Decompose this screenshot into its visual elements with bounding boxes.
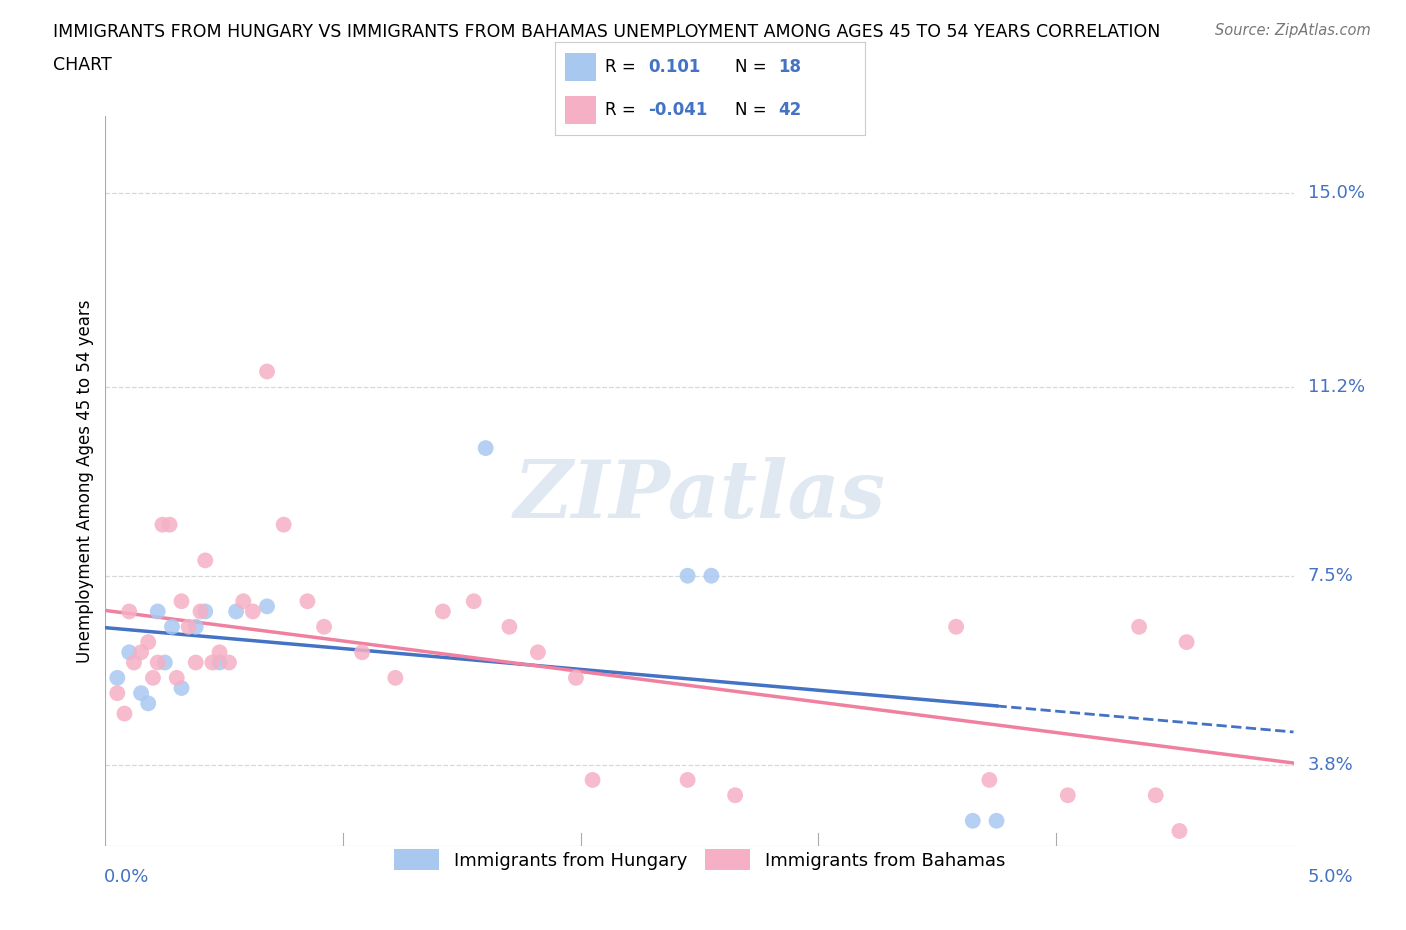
Point — [676, 773, 699, 788]
Point — [474, 441, 496, 456]
Point — [152, 517, 174, 532]
Point — [166, 671, 188, 685]
Point — [194, 553, 217, 568]
Point — [700, 568, 723, 583]
Point — [122, 655, 145, 670]
Point — [129, 644, 152, 659]
Point — [232, 594, 254, 609]
Text: 0.101: 0.101 — [648, 58, 700, 76]
Bar — [565, 53, 596, 81]
Point — [105, 671, 128, 685]
Point — [242, 604, 264, 618]
Point — [118, 604, 141, 618]
Point — [384, 671, 406, 685]
Point — [184, 619, 207, 634]
Point — [118, 644, 141, 659]
Point — [565, 671, 588, 685]
Text: -0.041: -0.041 — [648, 100, 707, 119]
Point — [129, 685, 152, 700]
Point — [1128, 619, 1150, 634]
Point — [146, 655, 169, 670]
Point — [146, 604, 169, 618]
Text: R =: R = — [605, 58, 636, 76]
Point — [498, 619, 520, 634]
Point — [979, 773, 1001, 788]
Text: N =: N = — [735, 100, 766, 119]
Text: CHART: CHART — [53, 56, 112, 73]
Legend: Immigrants from Hungary, Immigrants from Bahamas: Immigrants from Hungary, Immigrants from… — [387, 843, 1012, 877]
Point — [170, 594, 193, 609]
Text: ZIPatlas: ZIPatlas — [513, 458, 886, 535]
Point — [352, 644, 374, 659]
Point — [1168, 824, 1191, 839]
Text: Source: ZipAtlas.com: Source: ZipAtlas.com — [1215, 23, 1371, 38]
Text: 3.8%: 3.8% — [1308, 755, 1354, 774]
Point — [312, 619, 335, 634]
Point — [201, 655, 224, 670]
Y-axis label: Unemployment Among Ages 45 to 54 years: Unemployment Among Ages 45 to 54 years — [76, 299, 94, 663]
Point — [962, 814, 984, 829]
Point — [273, 517, 295, 532]
Text: 0.0%: 0.0% — [104, 869, 149, 886]
Point — [160, 619, 183, 634]
Point — [581, 773, 603, 788]
Text: IMMIGRANTS FROM HUNGARY VS IMMIGRANTS FROM BAHAMAS UNEMPLOYMENT AMONG AGES 45 TO: IMMIGRANTS FROM HUNGARY VS IMMIGRANTS FR… — [53, 23, 1161, 41]
Point — [159, 517, 181, 532]
Text: N =: N = — [735, 58, 766, 76]
Point — [184, 655, 207, 670]
Point — [208, 644, 231, 659]
Text: R =: R = — [605, 100, 636, 119]
Text: 15.0%: 15.0% — [1308, 184, 1365, 202]
Point — [432, 604, 454, 618]
Text: 7.5%: 7.5% — [1308, 566, 1354, 585]
Bar — [565, 96, 596, 124]
Point — [1056, 788, 1078, 803]
Point — [225, 604, 247, 618]
Text: 5.0%: 5.0% — [1308, 869, 1354, 886]
Point — [194, 604, 217, 618]
Text: 11.2%: 11.2% — [1308, 378, 1365, 396]
Point — [1175, 634, 1198, 649]
Point — [256, 364, 278, 379]
Point — [136, 696, 159, 711]
Point — [105, 685, 128, 700]
Point — [256, 599, 278, 614]
Point — [724, 788, 747, 803]
Point — [142, 671, 165, 685]
Point — [527, 644, 550, 659]
Point — [218, 655, 240, 670]
Point — [208, 655, 231, 670]
Point — [190, 604, 212, 618]
Point — [945, 619, 967, 634]
Text: 42: 42 — [778, 100, 801, 119]
Point — [297, 594, 319, 609]
Text: 18: 18 — [778, 58, 801, 76]
Point — [114, 706, 136, 721]
Point — [153, 655, 176, 670]
Point — [177, 619, 200, 634]
Point — [463, 594, 485, 609]
Point — [676, 568, 699, 583]
Point — [1144, 788, 1167, 803]
Point — [986, 814, 1008, 829]
Point — [136, 634, 159, 649]
Point — [170, 681, 193, 696]
